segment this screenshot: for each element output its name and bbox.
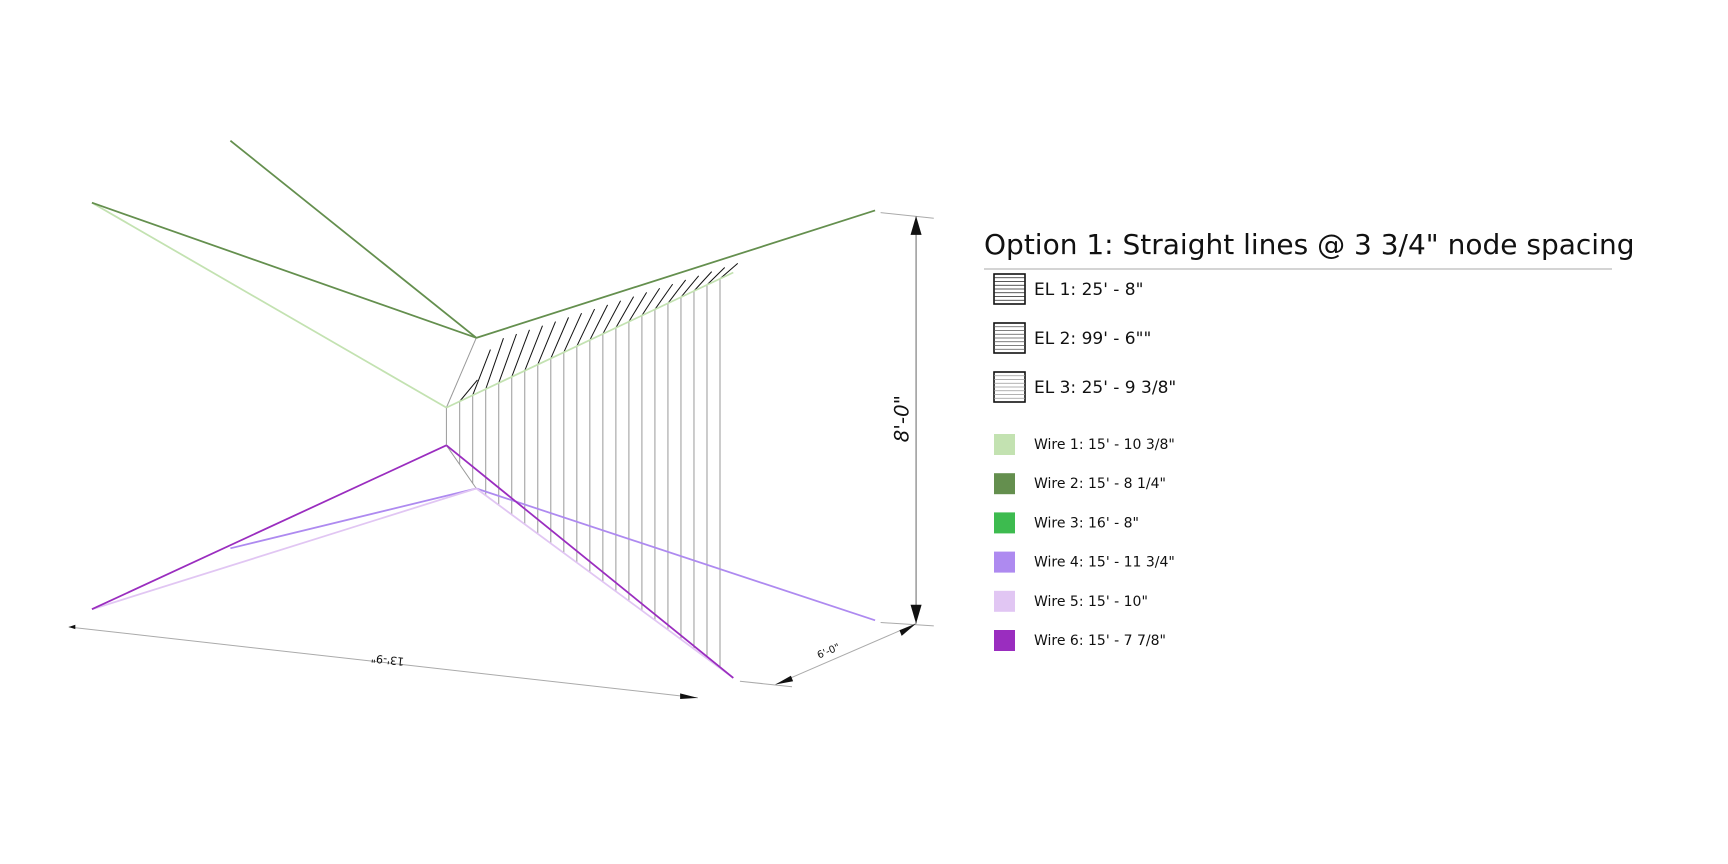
element-label: EL 2: 99' - 6"" [1034,329,1151,349]
hatch-line [641,287,661,316]
title: Option 1: Straight lines @ 3 3/4" node s… [984,228,1635,261]
wire-swatch [994,551,1015,573]
dimension-label: 13'-9" [370,651,404,667]
wire-5 [475,487,734,679]
wire-5 [91,487,477,611]
hatch-line [602,300,622,335]
arrow [68,624,76,630]
wire-label: Wire 1: 15' - 10 3/8" [1034,437,1175,453]
hatch-line [511,329,530,378]
hatch-line [472,349,491,396]
hatch-line [537,321,556,365]
node-lines [459,278,721,669]
extension-line [739,680,793,688]
wire-swatch [994,512,1015,534]
dimension-line [775,623,917,686]
wire-1 [91,201,447,409]
hatch-line [524,325,543,371]
hatch-line [563,313,582,353]
dimension-line [68,626,698,699]
hatch-line [693,271,713,292]
hatch-line [576,308,596,347]
hatch-line [719,262,739,280]
hatch-line [550,317,569,359]
wire-2 [229,139,477,339]
hatch-line [680,275,700,298]
element-label: EL 3: 25' - 9 3/8" [1034,378,1176,398]
wire-label: Wire 4: 15' - 11 3/4" [1034,555,1175,571]
hatch-line [667,279,687,304]
wire-label: Wire 6: 15' - 7 7/8" [1034,633,1166,649]
wire-swatch [994,434,1015,455]
wire-label: Wire 3: 16' - 8" [1034,515,1139,531]
dimension-label: 6'-0" [816,642,842,661]
wire-2 [91,201,477,339]
wire-swatch [994,473,1015,495]
extension-line [880,212,934,219]
wire-label: Wire 5: 15' - 10" [1034,594,1148,610]
arrow [899,623,917,636]
arrow [680,693,698,699]
dimension-label: 8'-0" [890,395,913,442]
wire-drawing: 8'-0" 13'-9" 6'-0" [68,139,934,699]
wire-2 [476,209,876,339]
wire-4 [230,487,477,550]
hatch-line [485,338,504,390]
extension-line [880,622,934,627]
wire-label: Wire 2: 15' - 8 1/4" [1034,476,1166,492]
arrow [910,604,922,624]
hatch-line [498,333,517,384]
edge [445,445,477,489]
hatch-line [628,292,648,322]
wire-6 [445,444,734,679]
hatch-line [706,267,726,286]
legend: EL 1: 25' - 8" EL 2: 99' - 6"" EL 3: 25' -… [993,273,1176,651]
wire-swatch [994,630,1015,651]
arrow [910,216,922,235]
hatch-line [459,379,478,402]
arrow [775,675,794,685]
wire-1 [446,271,734,409]
edge [445,337,477,408]
wire-swatch [994,590,1015,612]
wire-4 [476,487,876,622]
hatch-line [589,304,609,341]
element-label: EL 1: 25' - 8" [1034,280,1143,300]
hatch [459,262,739,402]
wire-6 [91,444,447,611]
hatch-line [615,296,635,329]
hatch-line [654,283,674,310]
